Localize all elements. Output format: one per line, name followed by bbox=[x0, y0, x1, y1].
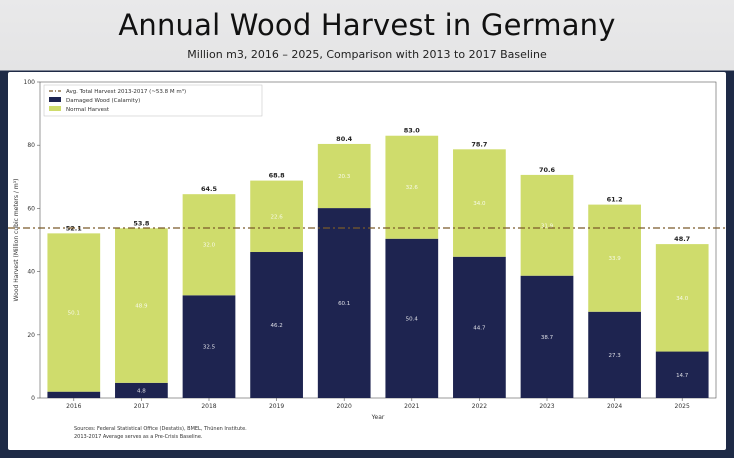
damaged-value-label-2020: 60.1 bbox=[338, 301, 350, 307]
bar-normal-2021 bbox=[385, 135, 439, 239]
legend-swatch-damaged bbox=[49, 97, 61, 102]
bar-damaged-2016 bbox=[47, 391, 101, 398]
bar-damaged-2023 bbox=[520, 275, 574, 398]
x-tick-label: 2024 bbox=[607, 403, 622, 410]
x-tick-label: 2022 bbox=[472, 403, 487, 410]
x-tick-label: 2019 bbox=[269, 403, 284, 410]
bar-normal-2024 bbox=[588, 204, 641, 312]
damaged-value-label-2024: 27.3 bbox=[608, 353, 621, 359]
bar-normal-2017 bbox=[115, 228, 168, 383]
normal-value-label-2024: 33.9 bbox=[608, 256, 621, 262]
normal-value-label-2016: 50.1 bbox=[68, 311, 80, 317]
normal-value-label-2021: 32.6 bbox=[406, 185, 419, 191]
bar-normal-2016 bbox=[47, 233, 101, 392]
bar-damaged-2020 bbox=[317, 208, 371, 398]
bar-damaged-2018 bbox=[182, 295, 236, 398]
x-tick-label: 2016 bbox=[66, 403, 81, 410]
total-label-2021: 83.0 bbox=[404, 127, 421, 135]
bar-damaged-2019 bbox=[250, 252, 303, 398]
y-axis-label: Wood Harvest (Million cubic meters / m³) bbox=[13, 179, 20, 302]
bar-damaged-2025 bbox=[655, 351, 709, 398]
x-tick-label: 2021 bbox=[404, 403, 419, 410]
total-label-2023: 70.6 bbox=[539, 166, 556, 174]
bar-normal-2019 bbox=[250, 180, 303, 253]
chart-subtitle: Million m3, 2016 – 2025, Comparison with… bbox=[187, 48, 547, 61]
legend-swatch-normal bbox=[49, 106, 61, 111]
source-notes: Sources: Federal Statistical Office (Des… bbox=[74, 426, 247, 440]
bar-damaged-2021 bbox=[385, 238, 439, 398]
damaged-value-label-2022: 44.7 bbox=[473, 325, 486, 331]
total-label-2020: 80.4 bbox=[336, 135, 353, 143]
total-label-2025: 48.7 bbox=[674, 235, 690, 243]
damaged-value-label-2019: 46.2 bbox=[270, 323, 282, 329]
y-tick-label: 100 bbox=[24, 79, 36, 86]
plot-frame bbox=[39, 81, 717, 399]
y-tick-label: 80 bbox=[27, 142, 35, 149]
x-axis-label: Year bbox=[371, 414, 385, 421]
damaged-value-label-2018: 32.5 bbox=[203, 345, 216, 351]
axes: 0 20 40 60 80 100 Wood Harvest (Million cubic … bbox=[13, 79, 717, 421]
bar-damaged-2022 bbox=[453, 256, 506, 398]
damaged-value-label-2017: 4.8 bbox=[137, 388, 146, 394]
chart-title: Annual Wood Harvest in Germany bbox=[118, 8, 616, 42]
bar-chart: 0 20 40 60 80 100 Wood Harvest (Million cubic … bbox=[8, 79, 726, 440]
x-tick-label: 2023 bbox=[539, 403, 554, 410]
bar-labels: 52.150.153.84.848.964.532.532.068.846.22… bbox=[66, 127, 690, 395]
damaged-value-label-2025: 14.7 bbox=[676, 373, 689, 379]
total-label-2018: 64.5 bbox=[201, 185, 218, 193]
chart-panel: 0 20 40 60 80 100 Wood Harvest (Million cubic … bbox=[8, 72, 726, 450]
total-label-2022: 78.7 bbox=[471, 140, 487, 148]
bar-normal-2023 bbox=[520, 174, 574, 276]
y-tick-label: 0 bbox=[31, 395, 35, 402]
damaged-value-label-2021: 50.4 bbox=[406, 316, 419, 322]
y-tick-label: 60 bbox=[27, 205, 35, 212]
total-label-2024: 61.2 bbox=[607, 196, 623, 204]
total-label-2019: 68.8 bbox=[269, 172, 286, 180]
legend-box bbox=[43, 84, 263, 117]
normal-value-label-2023: 31.9 bbox=[541, 223, 554, 229]
normal-value-label-2025: 34.0 bbox=[676, 296, 689, 302]
source-line-2: 2013-2017 Average serves as a Pre-Crisis… bbox=[74, 434, 203, 440]
bar-normal-2020 bbox=[317, 143, 371, 209]
y-tick-label: 40 bbox=[27, 269, 35, 276]
normal-value-label-2019: 22.6 bbox=[270, 214, 283, 220]
legend-label-baseline: Avg. Total Harvest 2013-2017 (~53.8 M m³… bbox=[66, 88, 186, 95]
source-line-1: Sources: Federal Statistical Office (Des… bbox=[74, 426, 247, 432]
x-tick-label: 2020 bbox=[337, 403, 352, 410]
bars bbox=[47, 135, 709, 398]
normal-value-label-2017: 48.9 bbox=[135, 304, 148, 310]
x-tick-label: 2017 bbox=[134, 403, 149, 410]
damaged-value-label-2023: 38.7 bbox=[541, 335, 554, 341]
normal-value-label-2018: 32.0 bbox=[203, 243, 216, 249]
x-tick-label: 2018 bbox=[201, 403, 216, 410]
bar-normal-2018 bbox=[182, 194, 236, 296]
bar-damaged-2017 bbox=[115, 382, 168, 398]
total-label-2017: 53.8 bbox=[133, 219, 150, 227]
bar-damaged-2024 bbox=[588, 311, 641, 398]
normal-value-label-2020: 20.3 bbox=[338, 174, 351, 180]
bar-normal-2022 bbox=[453, 149, 506, 257]
bar-normal-2025 bbox=[655, 244, 709, 352]
legend-label-normal: Normal Harvest bbox=[66, 107, 110, 113]
x-tick-label: 2025 bbox=[675, 403, 690, 410]
normal-value-label-2022: 34.0 bbox=[473, 201, 486, 207]
y-tick-label: 20 bbox=[27, 332, 35, 339]
legend-label-damaged: Damaged Wood (Calamity) bbox=[66, 98, 140, 104]
legend: Avg. Total Harvest 2013-2017 (~53.8 M m³… bbox=[43, 84, 263, 117]
